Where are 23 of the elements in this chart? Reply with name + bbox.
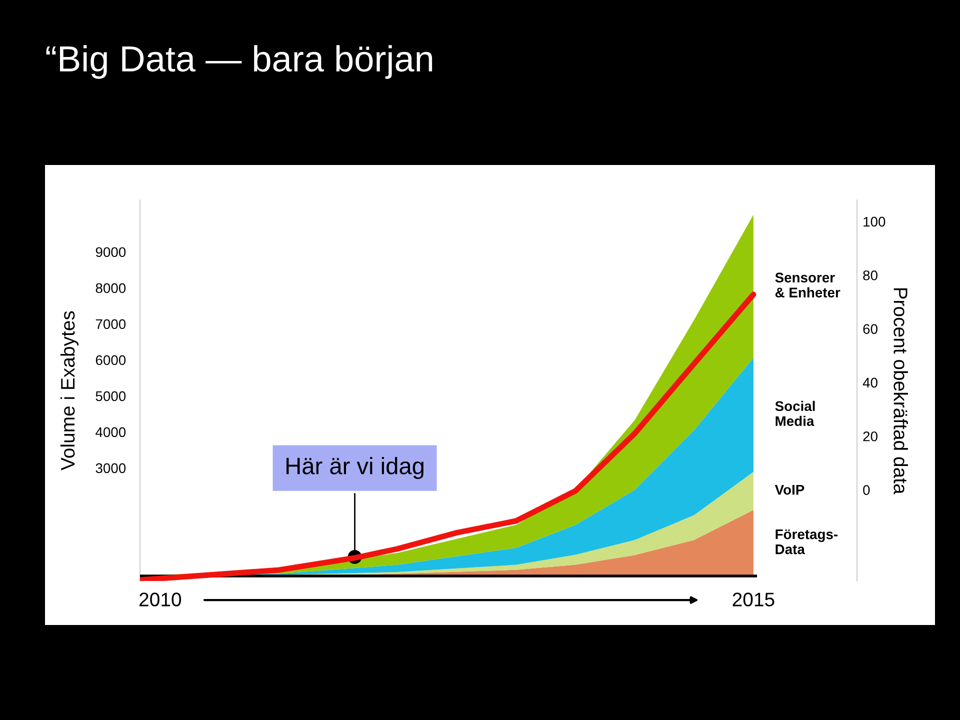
y2-tick-label: 0 — [863, 485, 870, 495]
y-tick-label: 4000 — [96, 427, 126, 438]
series-label: VoIP — [774, 485, 804, 495]
y2-tick-label: 20 — [863, 431, 878, 442]
x-tick-label: 2010 — [140, 592, 182, 606]
annotation: Här är vi idag — [286, 457, 424, 480]
y-tick-label: 5000 — [96, 391, 126, 402]
series-label: Företags- Data — [776, 529, 838, 554]
series-label: Social Media — [775, 400, 815, 426]
y2-axis-title: Procent obekräftad data — [894, 288, 908, 494]
y2-tick-label: 40 — [862, 378, 878, 388]
y-tick-label: 3000 — [96, 463, 126, 474]
y2-tick-label: 60 — [863, 324, 878, 334]
x-tick-label: 2015 — [732, 592, 774, 606]
y-tick-label: 6000 — [96, 355, 126, 366]
y-tick-label: 8000 — [96, 283, 126, 294]
y-axis-title: Volume i Exabytes — [60, 311, 79, 470]
y-tick-label: 9000 — [96, 247, 126, 258]
y2-tick-label: 100 — [864, 216, 886, 227]
chart-title: “Big Data — bara början — [46, 45, 432, 79]
series-label: Sensorer & Enheter — [775, 272, 840, 298]
y-tick-label: 7000 — [96, 319, 126, 330]
y2-tick-label: 80 — [863, 270, 878, 280]
